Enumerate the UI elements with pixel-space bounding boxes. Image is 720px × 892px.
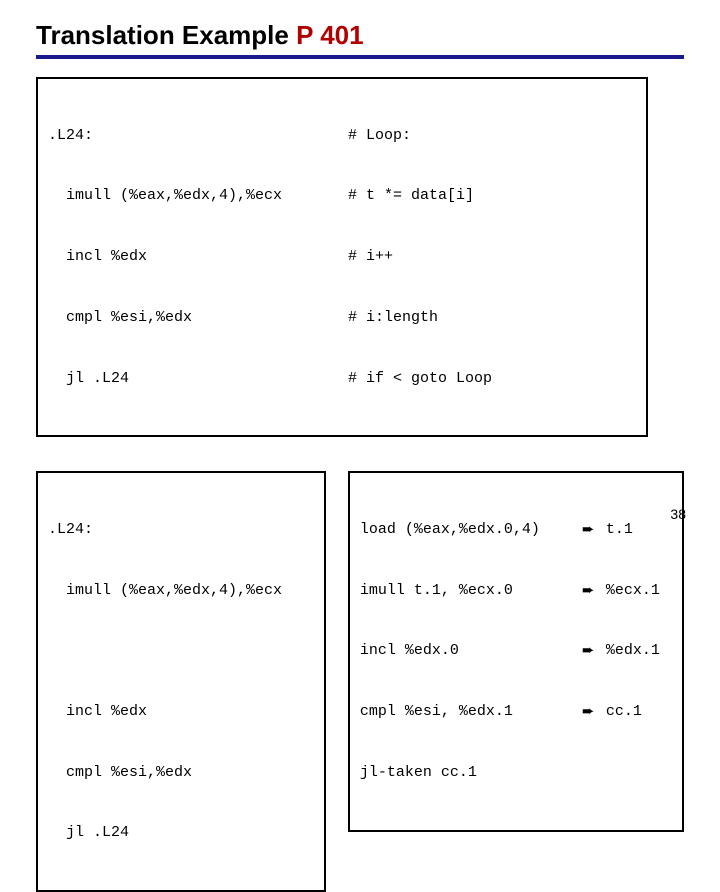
- code-line: .L24:: [48, 520, 314, 540]
- code-line: cmpl %esi,%edx: [48, 308, 348, 328]
- bottom-row: .L24: imull (%eax,%edx,4),%ecx incl %edx…: [36, 471, 684, 892]
- slide: Translation Example P 401 .L24: imull (%…: [0, 0, 720, 892]
- arrow-icon: ➨: [582, 641, 606, 661]
- title-black: Translation Example: [36, 20, 289, 50]
- page-number: 38: [670, 506, 686, 522]
- result-text: %ecx.1: [606, 581, 660, 601]
- comment-line: # if < goto Loop: [348, 369, 636, 389]
- comment-line: # i++: [348, 247, 636, 267]
- comment-line: # t *= data[i]: [348, 186, 636, 206]
- code-line: imull (%eax,%edx,4),%ecx: [48, 186, 348, 206]
- translation-line: load (%eax,%edx.0,4) ➨ t.1: [360, 520, 672, 540]
- code-box-bottom-left: .L24: imull (%eax,%edx,4),%ecx incl %edx…: [36, 471, 326, 892]
- result-text: cc.1: [606, 702, 642, 722]
- code-line: cmpl %esi,%edx: [48, 763, 314, 783]
- code-box-top: .L24: imull (%eax,%edx,4),%ecx incl %edx…: [36, 77, 648, 437]
- code-line: .L24:: [48, 126, 348, 146]
- arrow-icon: ➨: [582, 581, 606, 601]
- title-red: P 401: [296, 20, 363, 50]
- slide-title: Translation Example P 401: [36, 20, 684, 51]
- op-text: jl-taken cc.1: [360, 763, 582, 783]
- code-line: jl .L24: [48, 369, 348, 389]
- code-line: incl %edx: [48, 247, 348, 267]
- op-text: load (%eax,%edx.0,4): [360, 520, 582, 540]
- code-line: jl .L24: [48, 823, 314, 843]
- code-line: imull (%eax,%edx,4),%ecx: [48, 581, 314, 601]
- comment-line: # Loop:: [348, 126, 636, 146]
- translation-line: incl %edx.0 ➨ %edx.1: [360, 641, 672, 661]
- op-text: cmpl %esi, %edx.1: [360, 702, 582, 722]
- code-box-bottom-right: load (%eax,%edx.0,4) ➨ t.1 imull t.1, %e…: [348, 471, 684, 831]
- top-left-col: .L24: imull (%eax,%edx,4),%ecx incl %edx…: [48, 85, 348, 429]
- translation-line: jl-taken cc.1: [360, 763, 672, 783]
- op-text: incl %edx.0: [360, 641, 582, 661]
- result-text: t.1: [606, 520, 633, 540]
- comment-line: # i:length: [348, 308, 636, 328]
- translation-line: imull t.1, %ecx.0 ➨ %ecx.1: [360, 581, 672, 601]
- arrow-icon: ➨: [582, 520, 606, 540]
- code-line: [48, 641, 314, 661]
- op-text: imull t.1, %ecx.0: [360, 581, 582, 601]
- title-underline: [36, 55, 684, 59]
- arrow-icon: ➨: [582, 702, 606, 722]
- top-right-col: # Loop: # t *= data[i] # i++ # i:length …: [348, 85, 636, 429]
- translation-line: cmpl %esi, %edx.1 ➨ cc.1: [360, 702, 672, 722]
- arrow-icon: [582, 763, 606, 783]
- code-line: incl %edx: [48, 702, 314, 722]
- result-text: %edx.1: [606, 641, 660, 661]
